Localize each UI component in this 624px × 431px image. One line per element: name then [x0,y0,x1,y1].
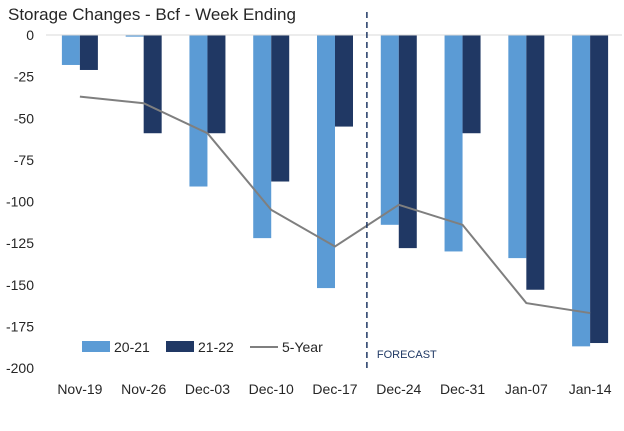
x-tick-label: Jan-14 [569,381,612,397]
chart-title: Storage Changes - Bcf - Week Ending [8,5,296,24]
y-tick-label: -50 [14,110,34,126]
line-5-Year [79,95,591,315]
y-tick-label: 0 [26,27,34,43]
bar-20-21-Jan-14 [572,35,591,347]
legend: 20-21 21-22 5-Year [82,339,323,355]
y-tick-label: -175 [6,318,34,334]
bar-20-21-Nov-19 [61,35,80,65]
bar-21-22-Nov-19 [79,35,98,70]
y-tick-label: -200 [6,360,34,376]
bar-20-21-Dec-10 [253,35,272,239]
legend-label-21-22: 21-22 [198,339,234,355]
bar-21-22-Jan-14 [590,35,609,344]
x-tick-label: Dec-24 [376,381,421,397]
bars [61,35,609,347]
bar-21-22-Dec-17 [335,35,353,127]
x-tick-label: Dec-03 [185,381,230,397]
x-tick-label: Jan-07 [505,381,548,397]
x-tick-label: Dec-31 [440,381,485,397]
y-tick-label: -100 [6,194,34,210]
y-tick-label: -150 [6,277,34,293]
y-tick-label: -125 [6,235,34,251]
line-series [79,95,591,315]
y-tick-label: -25 [14,69,34,85]
bar-20-21-Dec-24 [380,35,399,225]
x-tick-label: Dec-10 [249,381,294,397]
x-tick-label: Nov-26 [121,381,166,397]
bar-20-21-Dec-31 [444,35,463,252]
legend-label-20-21: 20-21 [114,339,150,355]
x-tick-label: Nov-19 [57,381,102,397]
annotations: FORECAST [366,12,437,372]
legend-label-5-Year: 5-Year [282,339,323,355]
bar-20-21-Dec-17 [317,35,335,289]
bar-20-21-Dec-03 [189,35,208,187]
y-tick-label: -75 [14,152,34,168]
bar-20-21-Nov-26 [125,35,144,37]
bar-21-22-Dec-03 [207,35,226,134]
legend-swatch-20-21 [82,341,110,352]
bar-21-22-Dec-31 [462,35,481,134]
x-tick-label: Dec-17 [312,381,357,397]
bar-20-21-Jan-07 [508,35,527,259]
forecast-label: FORECAST [377,349,437,361]
bar-21-22-Nov-26 [143,35,162,134]
bar-21-22-Dec-24 [398,35,417,249]
bar-21-22-Jan-07 [526,35,545,290]
bar-21-22-Dec-10 [271,35,290,182]
legend-swatch-21-22 [166,341,194,352]
axes: 0 -25 -50 -75 -100 -125 -150 -175 -200 Nov-19 Nov-… [6,27,622,397]
